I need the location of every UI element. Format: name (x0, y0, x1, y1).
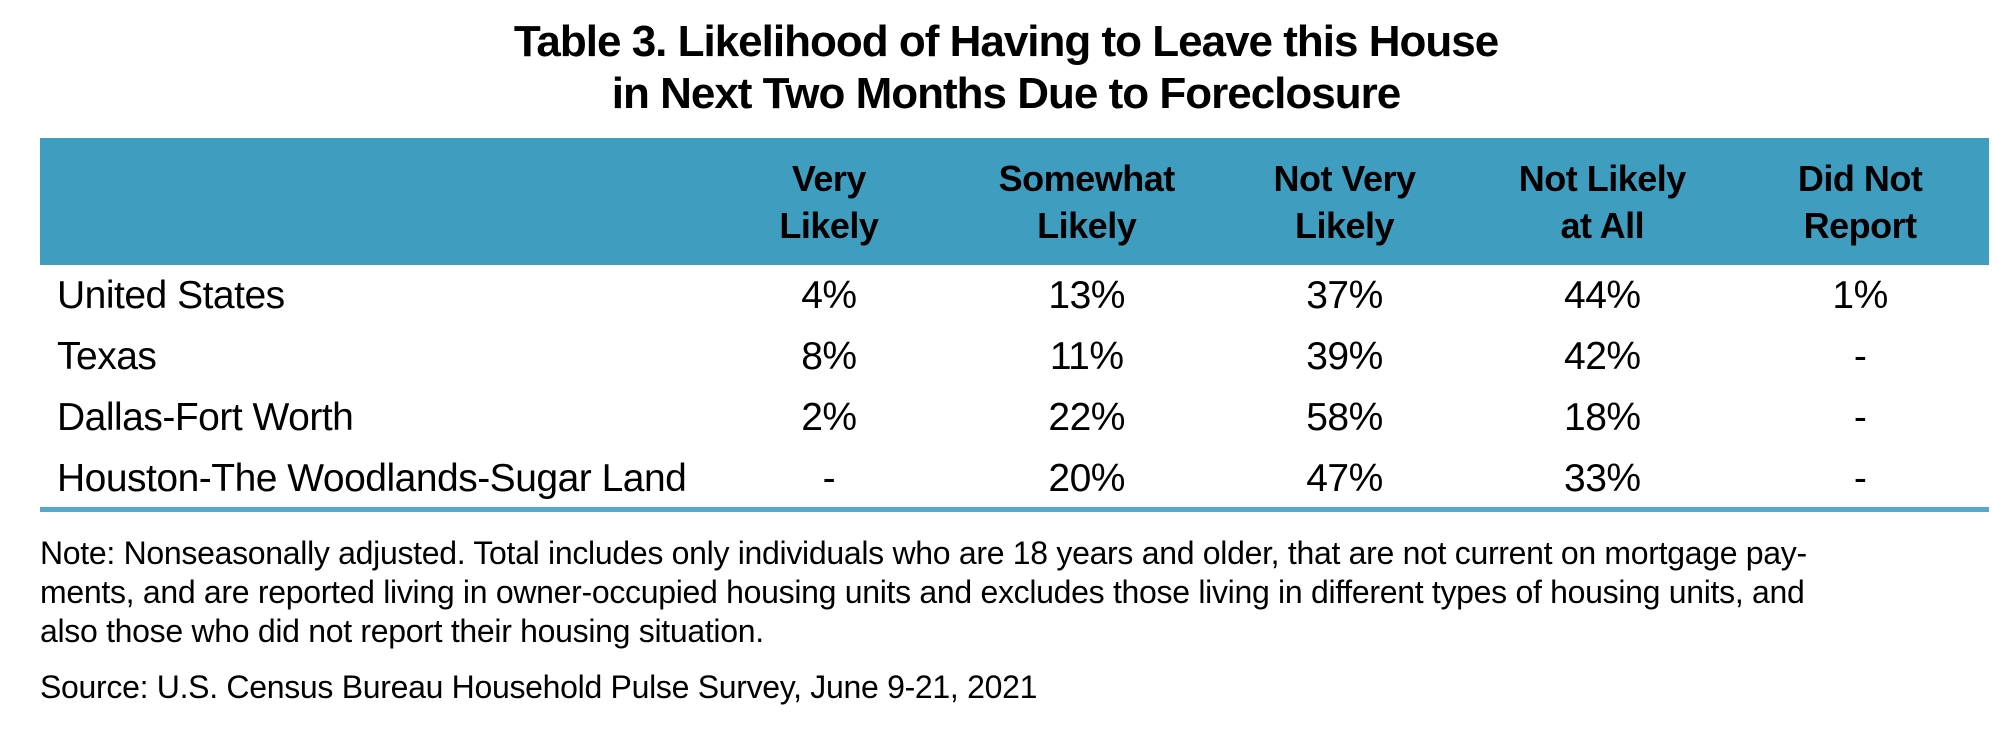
table-cell: 22% (1048, 395, 1125, 439)
table-cell: - (822, 456, 836, 500)
column-header-not-very-likely: Not Very Likely (1273, 157, 1416, 246)
table-cell: 18% (1564, 395, 1641, 439)
table-bottom-rule (40, 507, 1989, 512)
table-cell: 44% (1564, 273, 1641, 317)
table-row-dallas-fort-worth: Dallas-Fort Worth 2% 22% 58% 18% - (40, 387, 1989, 448)
table-title: Table 3. Likelihood of Having to Leave t… (0, 16, 2012, 120)
source-text: Source: U.S. Census Bureau Household Pul… (40, 669, 1038, 705)
table-row-united-states: United States 4% 13% 37% 44% 1% (40, 265, 1989, 326)
table-cell: 13% (1048, 273, 1125, 317)
row-label: United States (57, 273, 285, 317)
table-cell: 20% (1048, 456, 1125, 500)
table-cell: 1% (1832, 273, 1888, 317)
table-cell: 39% (1306, 334, 1383, 378)
row-label: Dallas-Fort Worth (57, 395, 354, 439)
table-title-line1: Table 3. Likelihood of Having to Leave t… (513, 17, 1499, 66)
note-line: also those who did not report their hous… (40, 613, 764, 649)
table-cell: 47% (1306, 456, 1383, 500)
table-cell: 58% (1306, 395, 1383, 439)
table-row-texas: Texas 8% 11% 39% 42% - (40, 326, 1989, 387)
table-row-houston-woodlands-sugar-land: Houston-The Woodlands-Sugar Land - 20% 4… (40, 448, 1989, 509)
table-cell: 42% (1564, 334, 1641, 378)
table-cell: 37% (1306, 273, 1383, 317)
note-line: Note: Nonseasonally adjusted. Total incl… (40, 535, 1807, 571)
note-line: ments, and are reported living in owner-… (40, 574, 1805, 610)
column-header-not-likely-at-all: Not Likely at All (1518, 157, 1687, 246)
table-cell: 4% (801, 273, 857, 317)
column-header-somewhat-likely: Somewhat Likely (998, 157, 1176, 246)
table-cell: 2% (801, 395, 857, 439)
table-cell: - (1853, 395, 1867, 439)
column-header-did-not-report: Did Not Report (1797, 157, 1923, 246)
table-cell: 33% (1564, 456, 1641, 500)
table-title-line2: in Next Two Months Due to Foreclosure (611, 69, 1401, 118)
column-header-very-likely: Very Likely (779, 157, 879, 246)
row-label: Texas (57, 334, 157, 378)
table-header-row: Very Likely Somewhat Likely Not Very Lik… (40, 138, 1989, 265)
table-cell: - (1853, 334, 1867, 378)
table-cell: 11% (1049, 334, 1124, 378)
table-cell: 8% (801, 334, 857, 378)
table-cell: - (1853, 456, 1867, 500)
row-label: Houston-The Woodlands-Sugar Land (57, 456, 687, 500)
table-body: United States 4% 13% 37% 44% 1% Texas 8%… (40, 265, 1989, 509)
note-text: Note: Nonseasonally adjusted. Total incl… (40, 534, 1989, 651)
